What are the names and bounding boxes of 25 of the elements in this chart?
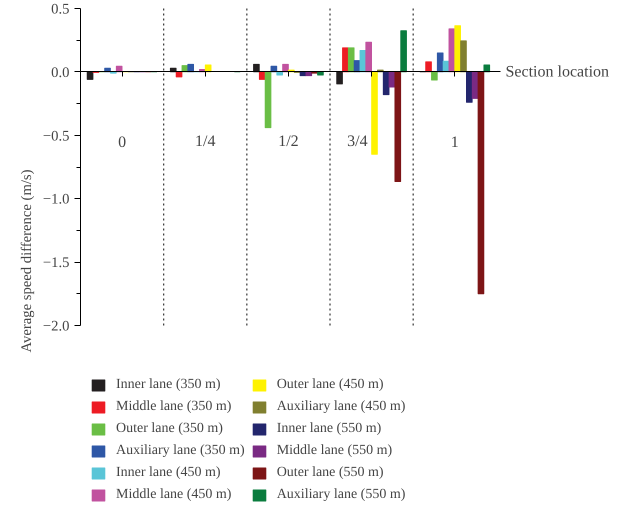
- x-tick-label: 1/4: [195, 133, 216, 150]
- legend-label: Middle lane (550 m): [276, 443, 392, 459]
- legend-label: Inner lane (350 m): [116, 377, 221, 393]
- y-tick-label: −1.0: [42, 192, 70, 208]
- legend-label: Outer lane (350 m): [116, 421, 223, 437]
- legend-label: Inner lane (450 m): [116, 465, 221, 481]
- x-tick-label: 0: [118, 134, 126, 152]
- y-axis-title: Average speed difference (m/s): [18, 169, 35, 352]
- legend-label: Outer lane (550 m): [276, 465, 384, 481]
- legend-label: Inner lane (550 m): [276, 421, 382, 437]
- y-tick-label: −2.0: [42, 318, 70, 334]
- x-tick-label: 3/4: [347, 133, 368, 150]
- y-tick-label: −1.5: [42, 255, 70, 272]
- x-tick-label: 1/2: [278, 133, 299, 150]
- x-axis-title: Section location: [506, 63, 610, 80]
- legend-label: Auxiliary lane (550 m): [276, 487, 406, 503]
- x-tick-label: 1: [450, 134, 459, 152]
- y-tick-label: 0.5: [51, 2, 70, 18]
- legend-label: Outer lane (450 m): [276, 377, 384, 393]
- legend-label: Middle lane (450 m): [116, 487, 232, 503]
- legend-label: Middle lane (350 m): [116, 399, 232, 415]
- legend-label: Auxiliary lane (450 m): [276, 399, 406, 415]
- legend-label: Auxiliary lane (350 m): [116, 443, 245, 459]
- y-tick-label: −0.5: [42, 128, 70, 144]
- y-tick-label: 0.0: [51, 64, 70, 81]
